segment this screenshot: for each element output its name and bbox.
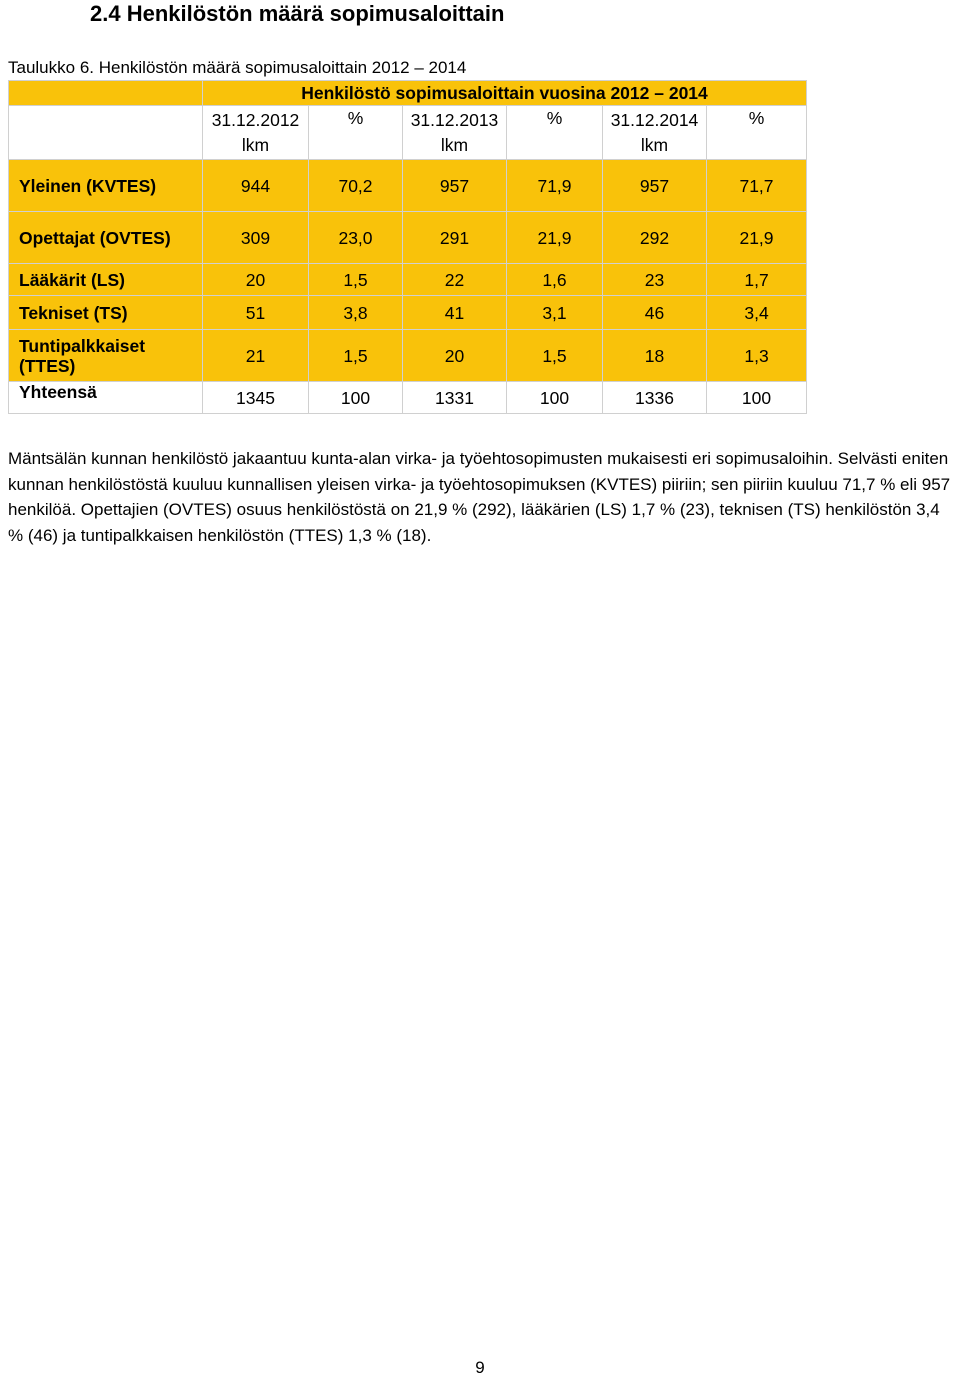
row-label: Yleinen (KVTES) [8, 159, 203, 212]
table-cell: 957 [402, 159, 507, 212]
header-cell: % [506, 105, 603, 160]
staff-by-agreement-table: Henkilöstö sopimusaloittain vuosina 2012… [8, 80, 808, 414]
table-cell: 1331 [402, 381, 507, 414]
table-row: Lääkärit (LS) 20 1,5 22 1,6 23 1,7 [8, 263, 808, 296]
row-label: Lääkärit (LS) [8, 263, 203, 296]
table-cell: 100 [506, 381, 603, 414]
table-row: Tuntipalkkaiset (TTES) 21 1,5 20 1,5 18 … [8, 329, 808, 382]
section-heading: 2.4 Henkilöstön määrä sopimusaloittain [90, 1, 505, 26]
table-cell: 71,9 [506, 159, 603, 212]
table-cell: 21,9 [506, 211, 603, 264]
table-cell: 1,6 [506, 263, 603, 296]
table-title: Henkilöstö sopimusaloittain vuosina 2012… [201, 80, 808, 106]
header-cell: 31.12.2012 lkm [202, 105, 309, 160]
table-cell: 71,7 [705, 159, 808, 212]
table-cell: 21,9 [705, 211, 808, 264]
header-empty-cell [8, 105, 203, 160]
table-cell: 1,5 [506, 329, 603, 382]
table-caption: Taulukko 6. Henkilöstön määrä sopimusalo… [8, 58, 467, 77]
row-label: Tuntipalkkaiset (TTES) [8, 329, 203, 382]
table-cell: 46 [602, 295, 707, 330]
table-cell: 23 [602, 263, 707, 296]
header-cell: 31.12.2014 lkm [602, 105, 707, 160]
table-cell: 51 [202, 295, 309, 330]
body-paragraph: Mäntsälän kunnan henkilöstö jakaantuu ku… [8, 449, 951, 545]
table-cell: 3,1 [506, 295, 603, 330]
table-cell: 292 [602, 211, 707, 264]
table-row: Tekniset (TS) 51 3,8 41 3,1 46 3,4 [8, 295, 808, 330]
table-cell: 3,8 [308, 295, 403, 330]
header-cell: % [308, 105, 403, 160]
table-cell: 1,5 [308, 263, 403, 296]
table-cell: 100 [308, 381, 403, 414]
table-cell: 291 [402, 211, 507, 264]
table-cell: 22 [402, 263, 507, 296]
table-cell: 3,4 [705, 295, 808, 330]
page-number: 9 [475, 1358, 485, 1377]
table-cell: 20 [402, 329, 507, 382]
table-cell: 41 [402, 295, 507, 330]
table-cell: 100 [705, 381, 808, 414]
table-cell: 309 [202, 211, 309, 264]
table-row: Yleinen (KVTES) 944 70,2 957 71,9 957 71… [8, 159, 808, 212]
table-cell: 1345 [202, 381, 309, 414]
row-label: Yhteensä [8, 381, 203, 414]
table-cell: 1,7 [705, 263, 808, 296]
row-label: Opettajat (OVTES) [8, 211, 203, 264]
table-row: Opettajat (OVTES) 309 23,0 291 21,9 292 … [8, 211, 808, 264]
table-cell: 1,3 [705, 329, 808, 382]
table-corner-cell [8, 80, 203, 106]
header-cell: 31.12.2013 lkm [402, 105, 507, 160]
table-total-row: Yhteensä 1345 100 1331 100 1336 100 [8, 381, 808, 414]
table-cell: 70,2 [308, 159, 403, 212]
header-cell: % [705, 105, 808, 160]
table-cell: 1,5 [308, 329, 403, 382]
table-header-row: 31.12.2012 lkm % 31.12.2013 lkm % 31.12.20… [8, 105, 808, 160]
table-cell: 957 [602, 159, 707, 212]
table-cell: 1336 [602, 381, 707, 414]
table-cell: 18 [602, 329, 707, 382]
table-cell: 20 [202, 263, 309, 296]
row-label: Tekniset (TS) [8, 295, 203, 330]
table-cell: 21 [202, 329, 309, 382]
table-cell: 23,0 [308, 211, 403, 264]
table-cell: 944 [202, 159, 309, 212]
